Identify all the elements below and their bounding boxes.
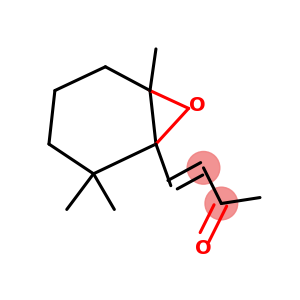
Circle shape <box>205 187 238 220</box>
Circle shape <box>187 152 220 184</box>
Text: O: O <box>195 238 212 258</box>
Text: O: O <box>189 96 206 115</box>
